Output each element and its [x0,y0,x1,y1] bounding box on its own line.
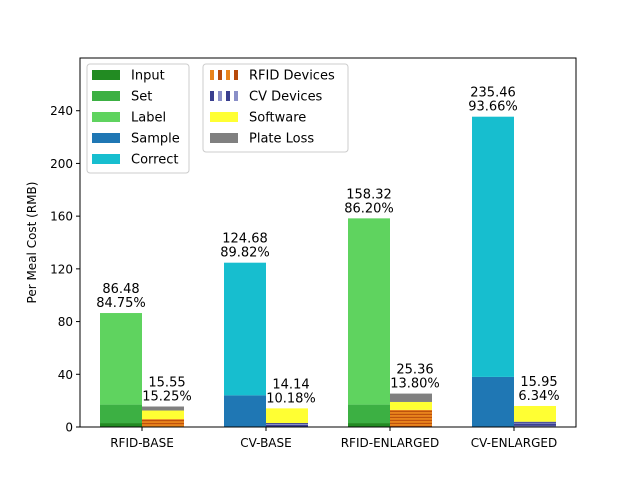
legend-swatch-dash [218,70,222,80]
bar-rfid-base-equipment-software [142,410,184,420]
legend-swatch-dash [226,70,230,80]
legend-label-label: Label [131,111,166,126]
percent-label: 86.20% [344,201,394,216]
legend-swatch-dash [234,70,238,80]
legend-swatch-software [210,112,238,122]
legend-swatch-dash [210,70,214,80]
bar-rfid-enlarged-equipment-plate_loss [390,393,432,402]
legend-swatch-dash [234,91,238,101]
percent-label: 10.18% [266,391,316,406]
percent-label: 93.66% [468,100,518,115]
legend-swatch-label [92,112,120,122]
legend-label-set: Set [131,90,152,105]
total-label: 86.48 [102,282,139,297]
bar-rfid-base-equipment-plate_loss [142,406,184,411]
bar-cv-enlarged-equipment-cv_devices [514,421,556,427]
bar-cv-enlarged-labor-sample [472,376,514,427]
bar-cv-enlarged-labor-correct [472,116,514,377]
percent-label: 89.82% [220,246,270,261]
legend-swatch-dash [218,91,222,101]
bar-cv-base-labor-correct [224,262,266,396]
percent-label: 6.34% [518,389,559,404]
total-label: 15.55 [148,376,185,391]
y-tick-label: 200 [50,157,73,171]
bar-rfid-enlarged-labor-set [348,404,390,424]
total-label: 15.95 [520,375,557,390]
y-tick-label: 160 [50,210,73,224]
legend-label-cv_devices: CV Devices [249,90,323,105]
percent-label: 13.80% [390,377,440,392]
bar-rfid-base-equipment-rfid_devices [142,419,184,427]
bar-rfid-enlarged-labor-input [348,423,390,427]
bar-rfid-enlarged-equipment-rfid_devices [390,409,432,427]
legend-swatch-dash [210,91,214,101]
total-label: 158.32 [346,187,392,202]
x-tick-label: CV-ENLARGED [471,436,557,450]
x-tick-label: RFID-ENLARGED [341,436,440,450]
y-axis-label: Per Meal Cost (RMB) [25,182,39,304]
bar-cv-base-equipment-software [266,408,308,424]
legend-box-right [202,63,349,153]
legend-swatch-plate_loss [210,133,238,143]
legend-swatch-correct [92,154,120,164]
legend-swatch-sample [92,133,120,143]
y-tick-label: 80 [58,315,73,329]
bar-cv-base-labor-sample [224,395,266,427]
bar-rfid-base-labor-label [100,313,142,405]
legend-label-rfid_devices: RFID Devices [249,69,335,84]
y-tick-label: 40 [58,368,73,382]
bar-rfid-base-labor-set [100,404,142,424]
total-label: 235.46 [470,86,516,101]
legend-swatch-dash [226,91,230,101]
x-tick-label: CV-BASE [240,436,291,450]
y-tick-label: 120 [50,262,73,276]
legend-label-software: Software [249,111,306,126]
percent-label: 84.75% [96,296,146,311]
bar-rfid-base-labor-input [100,423,142,427]
x-tick-label: RFID-BASE [110,436,174,450]
legend-swatch-input [92,70,120,80]
total-label: 25.36 [396,363,433,378]
y-tick-label: 240 [50,104,73,118]
total-label: 14.14 [272,377,309,392]
plot-frame [79,57,577,428]
legend-label-correct: Correct [131,153,178,168]
legend-label-sample: Sample [131,132,180,147]
legend-swatch-set [92,91,120,101]
legend-label-plate_loss: Plate Loss [249,132,314,147]
bar-rfid-enlarged-equipment-software [390,401,432,410]
y-tick-label: 0 [65,421,73,435]
percent-label: 15.25% [142,390,192,405]
bar-rfid-enlarged-labor-label [348,218,390,405]
total-label: 124.68 [222,232,268,247]
legend-label-input: Input [131,69,165,84]
bar-cv-enlarged-equipment-software [514,405,556,422]
